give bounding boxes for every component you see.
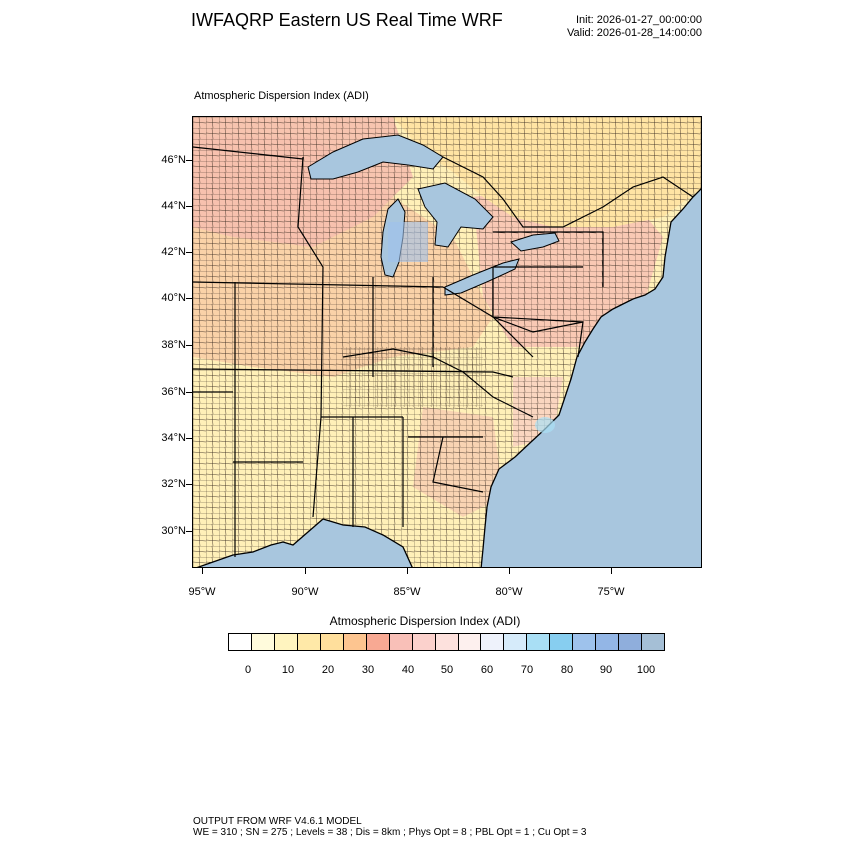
lon-label-90: 90°W	[291, 586, 319, 598]
colorbar-label: 60	[480, 664, 494, 676]
lat-label-38: 38°N	[161, 339, 186, 351]
adi-map	[193, 117, 701, 567]
lat-label-40: 40°N	[161, 292, 186, 304]
colorbar-label: 20	[321, 664, 335, 676]
lon-label-95: 95°W	[188, 586, 216, 598]
colorbar-swatch	[458, 634, 482, 650]
colorbar-swatch	[527, 634, 551, 650]
coastline	[196, 188, 701, 567]
colorbar-swatch	[481, 634, 505, 650]
colorbar-swatch	[229, 634, 252, 650]
low-adi-michigan	[388, 222, 428, 262]
lat-tick	[186, 531, 192, 532]
lat-tick	[186, 298, 192, 299]
colorbar-swatch	[596, 634, 620, 650]
lat-label-32: 32°N	[161, 478, 186, 490]
lon-label-80: 80°W	[495, 586, 523, 598]
colorbar-label: 90	[599, 664, 613, 676]
colorbar-label: 40	[401, 664, 415, 676]
lon-tick	[202, 568, 203, 574]
lat-tick	[186, 252, 192, 253]
lon-tick	[509, 568, 510, 574]
lon-tick	[407, 568, 408, 574]
colorbar-swatch	[412, 634, 436, 650]
colorbar-label: 100	[636, 664, 656, 676]
colorbar-label: 80	[560, 664, 574, 676]
model-config: WE = 310 ; SN = 275 ; Levels = 38 ; Dis …	[193, 827, 587, 838]
lat-tick	[186, 345, 192, 346]
colorbar-swatch	[343, 634, 367, 650]
lake-superior	[307, 134, 444, 180]
lat-tick	[186, 438, 192, 439]
lat-label-42: 42°N	[161, 246, 186, 258]
lon-label-75: 75°W	[597, 586, 625, 598]
lat-label-44: 44°N	[161, 200, 186, 212]
lat-label-34: 34°N	[161, 432, 186, 444]
lat-tick	[186, 160, 192, 161]
lake-huron	[417, 182, 494, 248]
colorbar-label: 10	[281, 664, 295, 676]
lat-label-36: 36°N	[161, 386, 186, 398]
lat-tick	[186, 206, 192, 207]
lon-label-85: 85°W	[393, 586, 421, 598]
lake-ontario	[510, 232, 560, 252]
lat-tick	[186, 392, 192, 393]
colorbar-swatch	[274, 634, 298, 650]
colorbar-label: 50	[440, 664, 454, 676]
lake-erie	[444, 258, 520, 296]
field-title: Atmospheric Dispersion Index (ADI)	[194, 90, 369, 102]
colorbar-swatch	[297, 634, 321, 650]
lat-label-46: 46°N	[161, 154, 186, 166]
colorbar-swatch	[251, 634, 275, 650]
colorbar-swatch	[366, 634, 390, 650]
colorbar-swatch	[504, 634, 528, 650]
low-adi-carolina	[535, 417, 555, 433]
lat-label-30: 30°N	[161, 525, 186, 537]
lat-tick	[186, 484, 192, 485]
init-time: Init: 2026-01-27_00:00:00	[576, 14, 702, 26]
colorbar-swatch	[642, 634, 665, 650]
map-panel	[192, 116, 702, 568]
colorbar-title: Atmospheric Dispersion Index (ADI)	[329, 614, 521, 628]
lon-tick	[611, 568, 612, 574]
colorbar-label: 0	[244, 664, 252, 676]
colorbar-swatch	[619, 634, 643, 650]
model-info-footer: OUTPUT FROM WRF V4.6.1 MODEL WE = 310 ; …	[193, 816, 586, 838]
colorbar	[228, 633, 665, 651]
run-info: Init: 2026-01-27_00:00:00 Valid: 2026-01…	[567, 14, 702, 40]
colorbar-swatch	[550, 634, 574, 650]
colorbar-swatch	[389, 634, 413, 650]
valid-time: Valid: 2026-01-28_14:00:00	[567, 27, 702, 39]
colorbar-swatch	[573, 634, 597, 650]
model-version: OUTPUT FROM WRF V4.6.1 MODEL	[193, 816, 362, 827]
plot-title: IWFAQRP Eastern US Real Time WRF	[191, 10, 503, 30]
lon-tick	[305, 568, 306, 574]
colorbar-label: 70	[520, 664, 534, 676]
colorbar-label: 30	[361, 664, 375, 676]
state-boundaries	[193, 146, 694, 557]
colorbar-swatch	[435, 634, 459, 650]
colorbar-swatch	[320, 634, 344, 650]
